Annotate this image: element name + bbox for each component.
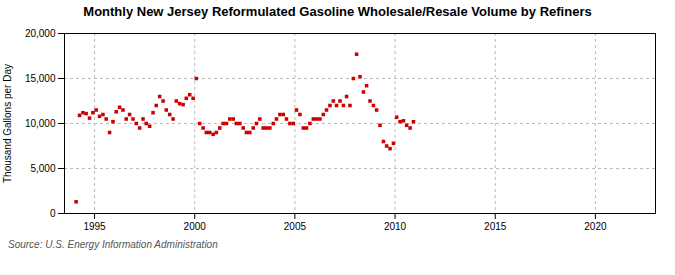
svg-text:Thousand Gallons per Day: Thousand Gallons per Day (2, 64, 13, 183)
html-text:Source: U.S. Energy Informatio: Source: U.S. Energy Information Administ… (8, 239, 218, 250)
svg-text:15,000: 15,000 (25, 73, 56, 84)
svg-text:2005: 2005 (284, 221, 307, 232)
html-text:Monthly New Jersey Reformulate: Monthly New Jersey Reformulated Gasoline… (83, 4, 592, 19)
svg-text:10,000: 10,000 (25, 118, 56, 129)
svg-text:2015: 2015 (484, 221, 507, 232)
svg-text:2020: 2020 (584, 221, 607, 232)
svg-text:20,000: 20,000 (25, 28, 56, 39)
svg-text:2010: 2010 (384, 221, 407, 232)
svg-text:1995: 1995 (83, 221, 106, 232)
svg-text:0: 0 (50, 208, 56, 219)
svg-text:5,000: 5,000 (30, 163, 55, 174)
svg-text:2000: 2000 (184, 221, 207, 232)
